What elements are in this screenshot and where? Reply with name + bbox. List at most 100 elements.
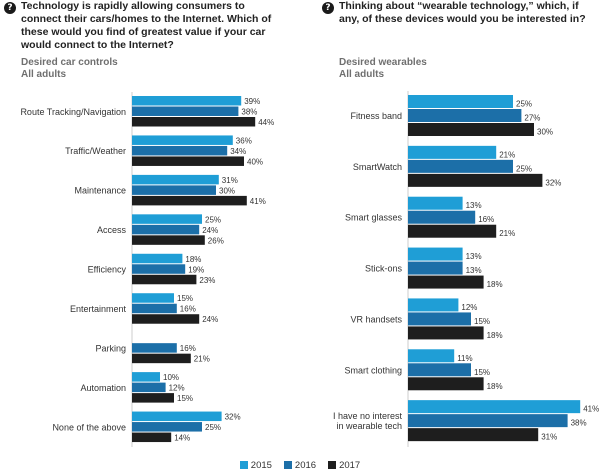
category-label-access: Access <box>97 225 127 235</box>
wearables-subtitle-audience: All adults <box>339 69 385 80</box>
category-label-parking: Parking <box>95 343 126 353</box>
data-label-smart-glasses-2015: 13% <box>466 201 482 210</box>
legend-swatch-2016 <box>283 461 292 469</box>
car-subtitle-audience: All adults <box>21 69 67 80</box>
data-label-automation-2017: 15% <box>177 394 193 403</box>
data-label-smartwatch-2017: 32% <box>545 178 561 187</box>
data-label-smart-glasses-2016: 16% <box>478 215 494 224</box>
data-label-vr-handsets-2015: 12% <box>461 303 477 312</box>
data-label-none-of-the-above-2015: 32% <box>225 413 241 422</box>
category-label-fitness-band: Fitness band <box>350 111 402 121</box>
data-label-route-tracking-navigation-2016: 38% <box>241 108 257 117</box>
car-question-title: Technology is rapidly allowing consumers… <box>21 0 272 51</box>
car-subtitle: Desired car controls <box>21 57 118 68</box>
data-label-smartwatch-2016: 25% <box>516 164 532 173</box>
category-label-none-of-the-above: None of the above <box>52 422 126 432</box>
data-label-smart-clothing-2016: 15% <box>474 368 490 377</box>
category-label-i-have-no-interest-in-wearable-tech: I have no interest in wearable tech <box>333 411 403 431</box>
data-label-i-have-no-interest-in-wearable-tech-2015: 41% <box>583 405 599 414</box>
data-label-parking-2017: 21% <box>194 355 210 364</box>
bar-none-of-the-above-2017 <box>132 432 172 443</box>
data-label-automation-2015: 10% <box>163 373 179 382</box>
data-label-smart-clothing-2015: 11% <box>457 354 472 363</box>
data-label-vr-handsets-2016: 15% <box>474 317 490 326</box>
bar-access-2015 <box>132 214 202 224</box>
bar-smart-glasses-2016 <box>408 210 476 224</box>
bar-stick-ons-2015 <box>408 247 463 261</box>
bar-smart-clothing-2015 <box>408 349 455 363</box>
bar-traffic-weather-2017 <box>132 156 244 166</box>
category-label-smart-glasses: Smart glasses <box>345 213 403 223</box>
data-label-efficiency-2016: 19% <box>188 265 204 274</box>
data-label-smart-glasses-2017: 21% <box>499 229 515 238</box>
category-label-smart-clothing: Smart clothing <box>344 365 402 375</box>
bar-none-of-the-above-2015 <box>132 411 222 422</box>
category-label-efficiency: Efficiency <box>88 265 127 275</box>
question-circle-icon: ? <box>4 2 16 14</box>
bar-route-tracking-navigation-2017 <box>132 117 256 127</box>
bar-efficiency-2017 <box>132 274 197 285</box>
data-label-vr-handsets-2017: 18% <box>487 331 503 340</box>
data-label-access-2016: 24% <box>202 226 218 235</box>
bar-i-have-no-interest-in-wearable-tech-2017 <box>408 428 539 442</box>
bar-entertainment-2015 <box>132 293 174 303</box>
bar-none-of-the-above-2016 <box>132 422 202 432</box>
category-label-automation: Automation <box>80 383 126 393</box>
data-label-i-have-no-interest-in-wearable-tech-2017: 31% <box>541 433 557 442</box>
data-label-fitness-band-2015: 25% <box>516 100 532 109</box>
data-label-smart-clothing-2017: 18% <box>487 382 503 391</box>
category-label-entertainment: Entertainment <box>70 304 127 314</box>
data-label-stick-ons-2016: 13% <box>466 266 482 275</box>
bar-fitness-band-2017 <box>408 123 534 136</box>
bar-smart-clothing-2017 <box>408 377 484 391</box>
category-label-maintenance: Maintenance <box>74 186 126 196</box>
data-label-stick-ons-2017: 18% <box>487 280 503 289</box>
legend-label-2016: 2016 <box>294 459 317 471</box>
data-label-efficiency-2017: 23% <box>199 276 215 285</box>
data-label-maintenance-2015: 31% <box>222 176 238 185</box>
data-label-entertainment-2015: 15% <box>177 294 193 303</box>
data-label-maintenance-2016: 30% <box>219 186 235 195</box>
data-label-maintenance-2017: 41% <box>250 197 266 206</box>
legend-swatch-2017 <box>328 461 337 469</box>
bar-smartwatch-2017 <box>408 173 543 187</box>
category-label-stick-ons: Stick-ons <box>365 264 403 274</box>
category-label-traffic-weather: Traffic/Weather <box>65 146 126 156</box>
bar-access-2016 <box>132 224 200 235</box>
data-label-efficiency-2015: 18% <box>185 255 201 264</box>
data-label-none-of-the-above-2016: 25% <box>205 423 221 432</box>
legend-item-2015: 2015 <box>239 459 272 471</box>
bar-parking-2016 <box>132 343 177 353</box>
bar-traffic-weather-2016 <box>132 145 228 156</box>
chart-legend: 2015 2016 2017 <box>0 458 600 472</box>
wearables-bar-chart: Fitness band25%27%30%SmartWatch21%25%32%… <box>333 91 599 447</box>
bar-smart-glasses-2017 <box>408 224 497 238</box>
legend-item-2016: 2016 <box>283 459 317 471</box>
bar-fitness-band-2016 <box>408 109 522 122</box>
bar-efficiency-2015 <box>132 253 183 264</box>
bar-i-have-no-interest-in-wearable-tech-2016 <box>408 414 568 428</box>
bar-entertainment-2016 <box>132 303 177 314</box>
bar-route-tracking-navigation-2016 <box>132 106 239 116</box>
legend-item-2017: 2017 <box>328 460 360 471</box>
wearables-question-title: Thinking about “wearable technology,” wh… <box>339 0 586 25</box>
wearables-panel: ? Thinking about “wearable technology,” … <box>318 0 600 455</box>
data-label-entertainment-2016: 16% <box>180 305 196 314</box>
bar-access-2017 <box>132 235 205 245</box>
category-label-smartwatch: SmartWatch <box>353 162 402 172</box>
data-label-traffic-weather-2016: 34% <box>230 147 246 156</box>
car-controls-panel: ? Technology is rapidly allowing consume… <box>0 0 300 455</box>
data-label-fitness-band-2016: 27% <box>524 114 540 123</box>
bar-vr-handsets-2017 <box>408 326 484 340</box>
data-label-i-have-no-interest-in-wearable-tech-2016: 38% <box>571 419 587 428</box>
bar-smartwatch-2016 <box>408 159 513 173</box>
bar-entertainment-2017 <box>132 314 200 324</box>
data-label-none-of-the-above-2017: 14% <box>174 434 190 443</box>
legend-label-2015: 2015 <box>250 459 272 471</box>
data-label-traffic-weather-2015: 36% <box>236 136 252 145</box>
data-label-stick-ons-2015: 13% <box>466 252 482 261</box>
wearables-subtitle: Desired wearables <box>339 57 427 68</box>
legend-swatch-2015 <box>239 461 248 469</box>
category-label-route-tracking-navigation: Route Tracking/Navigation <box>20 107 126 117</box>
data-label-automation-2016: 12% <box>169 384 185 393</box>
